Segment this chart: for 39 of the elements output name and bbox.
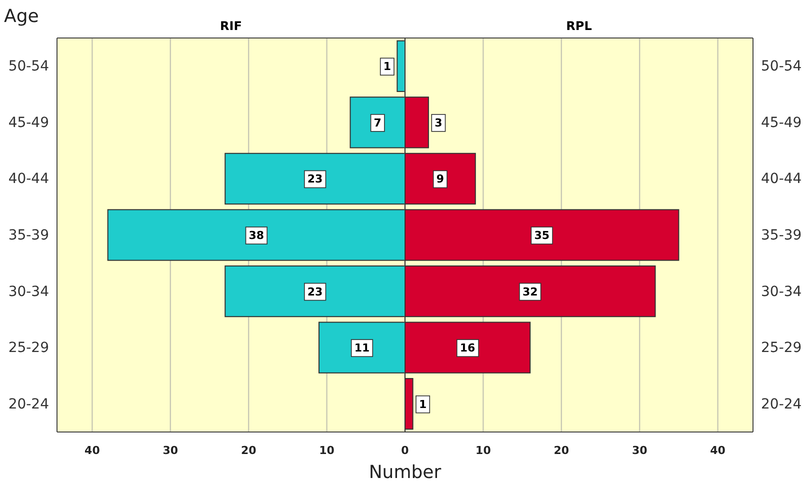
data-label: 3: [434, 116, 442, 130]
x-tick-label: 20: [240, 444, 257, 457]
y-tick-label: 25-29: [8, 340, 49, 356]
y-tick-label: 35-39: [761, 227, 802, 244]
x-tick-label: 10: [476, 444, 492, 457]
data-label: 23: [307, 285, 323, 298]
y-axis-title: Age: [4, 6, 39, 27]
chart-title: RPL: [566, 19, 592, 33]
y-tick-label: 30-34: [8, 284, 50, 300]
data-label: 1: [383, 60, 392, 74]
data-label: 16: [460, 342, 476, 355]
y-tick-label: 40-44: [8, 171, 50, 188]
y-tick-label: 40-44: [761, 171, 802, 188]
y-tick-label: 20-24: [761, 396, 802, 412]
data-label: 35: [534, 229, 550, 242]
data-label: 7: [374, 116, 382, 130]
y-tick-label: 35-39: [8, 227, 49, 244]
y-tick-label: 30-34: [761, 284, 802, 300]
y-tick-label: 50-54: [761, 58, 802, 75]
x-tick-label: 40: [84, 444, 100, 457]
x-tick-label: 10: [319, 444, 335, 457]
x-tick-label: 30: [632, 444, 648, 457]
y-tick-label: 50-54: [8, 58, 50, 75]
data-label: 11: [354, 342, 370, 355]
y-tick-label: 45-49: [761, 114, 802, 131]
x-tick-label: 0: [401, 444, 410, 457]
data-label: 32: [522, 285, 538, 298]
data-label: 38: [248, 229, 264, 242]
data-label: 1: [418, 398, 427, 411]
x-tick-label: 20: [554, 444, 570, 457]
x-tick-label: 30: [162, 444, 178, 457]
data-label: 9: [436, 172, 444, 186]
chart-title: RIF: [220, 19, 242, 33]
y-tick-label: 25-29: [761, 340, 802, 356]
y-tick-label: 20-24: [8, 396, 50, 412]
x-tick-label: 40: [710, 444, 726, 457]
y-tick-label: 45-49: [8, 114, 49, 131]
data-label: 23: [307, 172, 323, 186]
x-axis-title: Number: [368, 462, 442, 483]
